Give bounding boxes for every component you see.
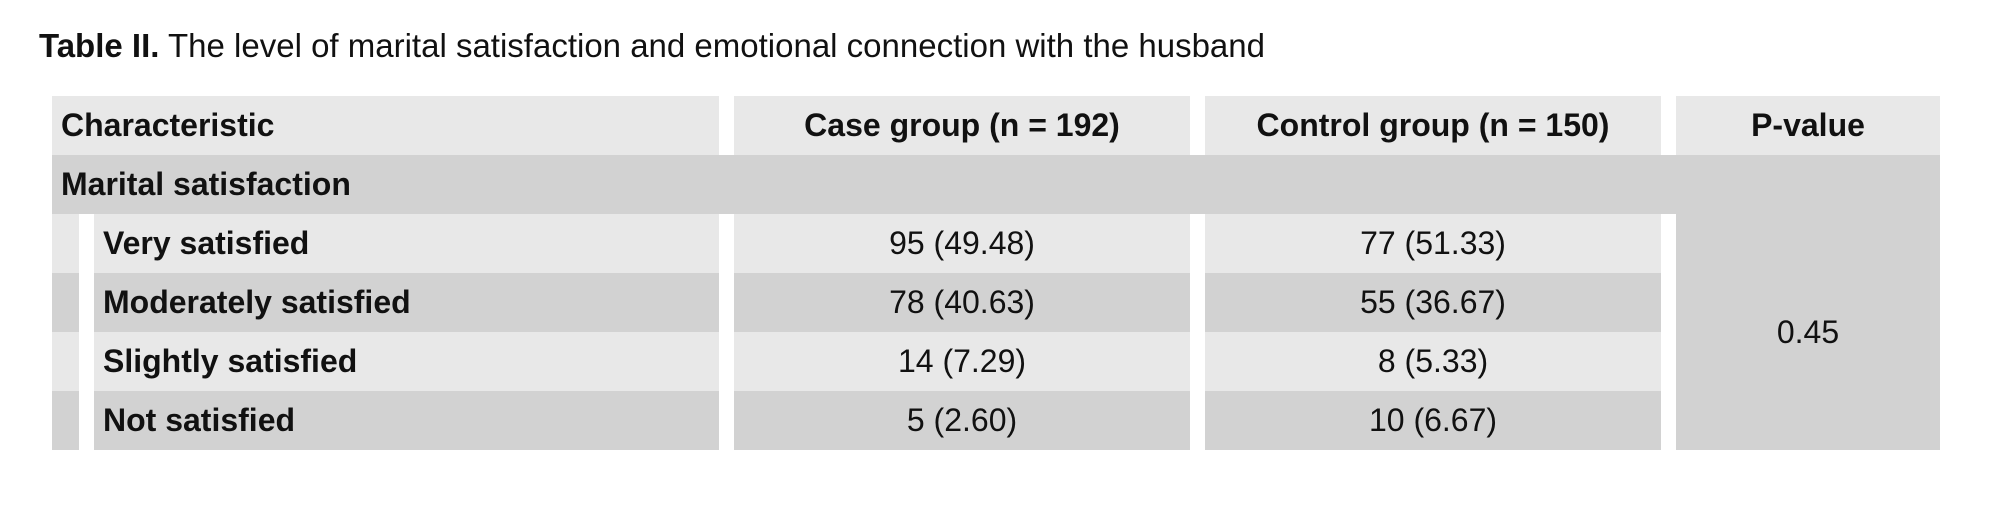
header-p-value: P-value	[1676, 96, 1940, 155]
row-label-moderately-satisfied: Moderately satisfied	[94, 273, 719, 332]
header-control-group: Control group (n = 150)	[1205, 96, 1661, 155]
section-row-marital-satisfaction: Marital satisfaction	[52, 155, 1940, 214]
table-caption: Table II. The level of marital satisfact…	[39, 22, 1265, 70]
table-caption-label: Table II.	[39, 27, 160, 64]
cell-control-very-satisfied: 77 (51.33)	[1205, 214, 1661, 273]
indent-strip	[52, 214, 79, 273]
cell-case-moderately-satisfied: 78 (40.63)	[734, 273, 1190, 332]
table-caption-text: The level of marital satisfaction and em…	[168, 27, 1265, 64]
indent-strip	[52, 391, 79, 450]
cell-control-moderately-satisfied: 55 (36.67)	[1205, 273, 1661, 332]
row-label-very-satisfied: Very satisfied	[94, 214, 719, 273]
header-case-group: Case group (n = 192)	[734, 96, 1190, 155]
row-label-slightly-satisfied: Slightly satisfied	[94, 332, 719, 391]
cell-control-not-satisfied: 10 (6.67)	[1205, 391, 1661, 450]
cell-case-not-satisfied: 5 (2.60)	[734, 391, 1190, 450]
indent-strip	[52, 273, 79, 332]
row-label-not-satisfied: Not satisfied	[94, 391, 719, 450]
cell-case-slightly-satisfied: 14 (7.29)	[734, 332, 1190, 391]
indent-strip	[52, 332, 79, 391]
cell-p-value-merged: 0.45	[1676, 214, 1940, 450]
cell-case-very-satisfied: 95 (49.48)	[734, 214, 1190, 273]
header-characteristic: Characteristic	[52, 96, 719, 155]
cell-control-slightly-satisfied: 8 (5.33)	[1205, 332, 1661, 391]
